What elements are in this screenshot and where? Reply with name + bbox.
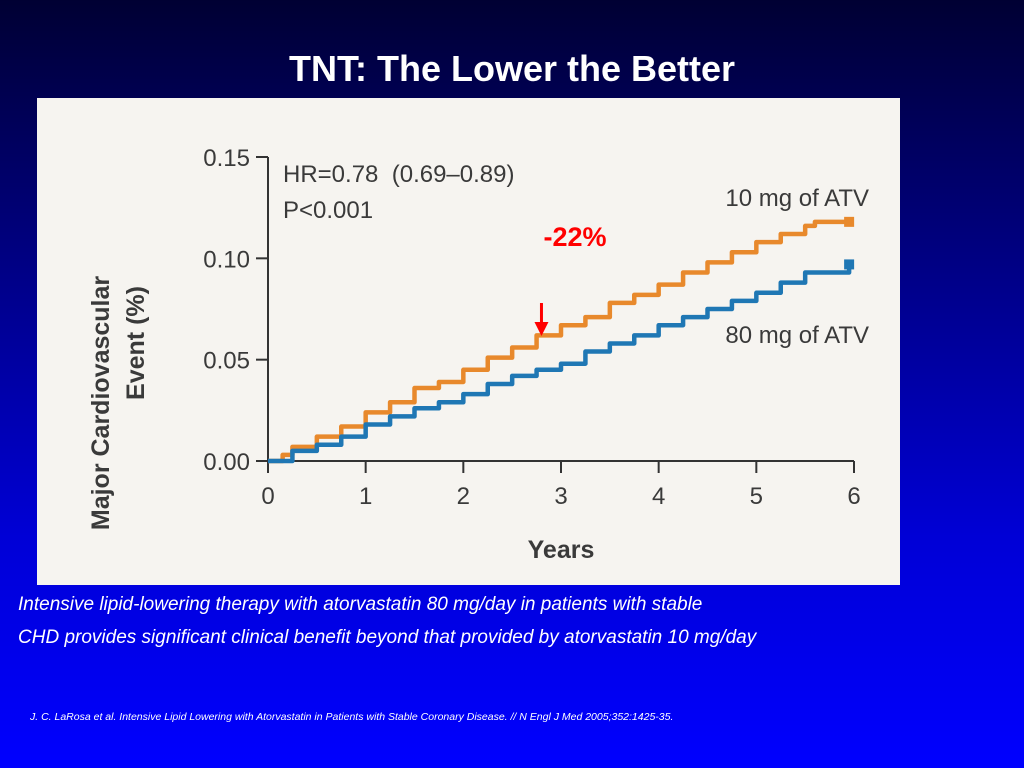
y-axis-label-line2: Event (%) [122, 286, 150, 400]
y-tick-label: 0.10 [203, 246, 250, 273]
p-value-annotation: P<0.001 [283, 197, 373, 224]
chart-panel: 0.00 0.05 0.10 0.15 0 1 2 3 4 5 6 Major Cardiovas… [37, 98, 900, 585]
series-line-80mg [268, 264, 852, 464]
caption-line-2: CHD provides significant clinical benefi… [18, 627, 757, 648]
x-tick-label: 5 [750, 483, 763, 510]
x-tick-label: 3 [554, 483, 567, 510]
x-tick-label: 4 [652, 483, 665, 510]
x-tick-label: 2 [457, 483, 470, 510]
reduction-annotation: -22% [543, 222, 606, 252]
y-tick-label: 0.00 [203, 449, 250, 476]
x-axis-label: Years [528, 536, 595, 564]
slide-title: TNT: The Lower the Better [288, 48, 736, 89]
km-chart: 0.00 0.05 0.10 0.15 0 1 2 3 4 5 6 Major Cardiovas… [87, 145, 869, 564]
hr-annotation: HR=0.78 (0.69–0.89) [283, 161, 514, 188]
y-tick-label: 0.15 [203, 145, 250, 172]
x-ticks: 0 1 2 3 4 5 6 [261, 461, 861, 510]
series-endpoint-10mg [844, 216, 855, 227]
series-endpoint-80mg [844, 259, 855, 270]
series-label-80mg: 80 mg of ATV [725, 322, 869, 349]
x-tick-label: 0 [261, 483, 274, 510]
y-ticks: 0.00 0.05 0.10 0.15 [203, 145, 268, 476]
series-line-10mg [268, 219, 850, 464]
x-tick-label: 6 [847, 483, 860, 510]
reduction-arrow [534, 303, 549, 336]
y-tick-label: 0.05 [203, 348, 250, 375]
y-axis-label-line1: Major Cardiovascular [87, 276, 115, 531]
citation-reference: J. C. LaRosa et al. Intensive Lipid Lowe… [30, 711, 674, 723]
x-tick-label: 1 [359, 483, 372, 510]
series-layer [268, 216, 855, 464]
caption-line-1: Intensive lipid-lowering therapy with at… [18, 594, 703, 615]
series-label-10mg: 10 mg of ATV [725, 185, 869, 212]
arrow-head [534, 322, 549, 336]
